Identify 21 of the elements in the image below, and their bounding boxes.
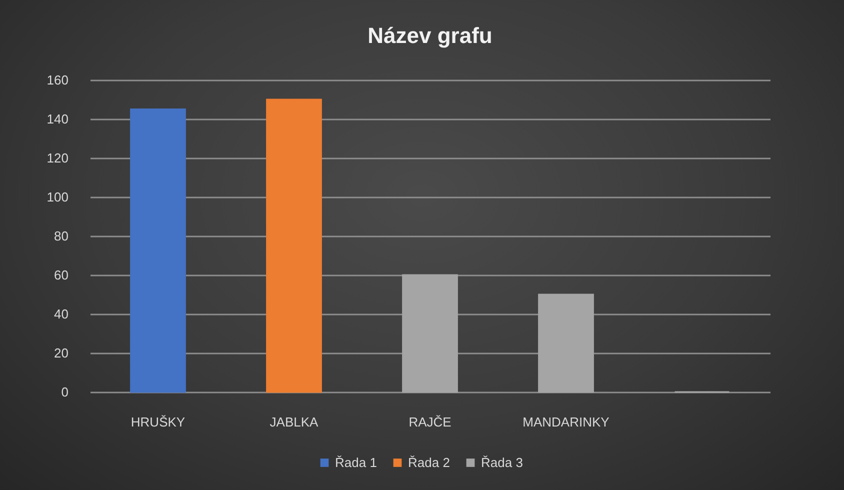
- legend-label: Řada 1: [335, 454, 377, 470]
- y-tick-label: 120: [46, 150, 68, 166]
- bar: [402, 274, 458, 393]
- y-tick-label: 20: [54, 346, 68, 360]
- y-tick-label: 100: [46, 190, 68, 204]
- x-tick-label: HRUŠKY: [130, 414, 186, 430]
- y-tick-label: 160: [46, 72, 68, 88]
- bar: [538, 294, 594, 393]
- x-tick-label: RAJČE: [408, 414, 452, 430]
- y-tick-label: 0: [61, 384, 68, 400]
- y-tick-label: 80: [54, 228, 68, 244]
- y-tick-label: 40: [54, 306, 68, 322]
- bar: [266, 98, 322, 393]
- legend-label: Řada 2: [408, 454, 450, 470]
- legend-label: Řada 3: [481, 454, 523, 470]
- bar: [130, 108, 186, 393]
- y-tick-label: 140: [46, 112, 68, 126]
- y-tick-label: 60: [54, 268, 68, 282]
- x-tick-label: MANDARINKY: [522, 414, 610, 430]
- chart-title: Název grafu: [368, 23, 492, 48]
- x-tick-label: JABLKA: [270, 414, 319, 430]
